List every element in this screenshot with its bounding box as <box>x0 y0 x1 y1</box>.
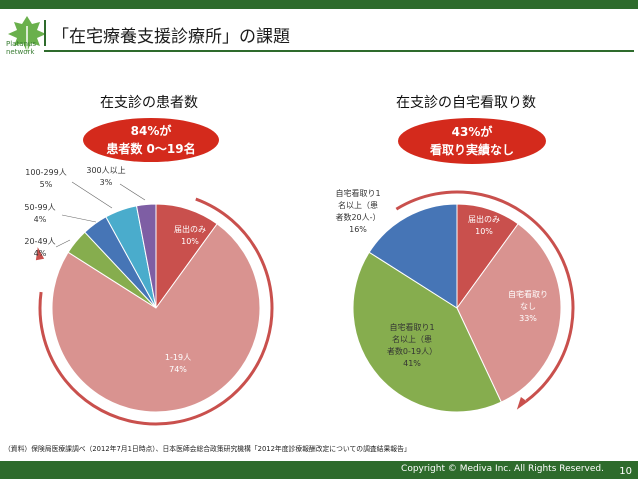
chart1-label-20-49: 20-49人 4% <box>24 237 55 258</box>
chart2-slice-2 <box>352 251 502 413</box>
logo-text: Platanus network <box>6 40 37 56</box>
chart1-badge-line1: 84%が <box>130 124 172 138</box>
copyright: Copyright © Mediva Inc. All Rights Reser… <box>401 464 604 474</box>
page-number: 10 <box>619 466 632 477</box>
chart2-cycle-arrow <box>395 190 575 403</box>
chart2-label-20plus: 自宅看取り1 名以上（患者数20人-） 16% <box>335 188 380 234</box>
chart2-badge-line1: 43%が <box>451 125 493 139</box>
title-divider <box>44 50 634 52</box>
chart1-label-todokede: 届出のみ 10% <box>174 224 206 246</box>
chart1-leader-line-1 <box>61 214 97 223</box>
chart2-badge: 43%が 看取り実績なし <box>398 118 546 164</box>
chart1-title: 在支診の患者数 <box>100 95 198 111</box>
chart1-leader-line-3 <box>119 183 146 201</box>
chart1-arrow-head <box>35 247 45 261</box>
footer-bar <box>0 461 638 479</box>
chart2-badge-line2: 看取り実績なし <box>429 143 514 157</box>
chart1-slice-5 <box>135 203 157 309</box>
chart1-cycle-arrow <box>38 197 274 426</box>
chart1-label-1-19: 1-19人 74% <box>165 353 191 374</box>
chart2-arrow-head <box>516 397 528 410</box>
chart2-label-none: 自宅看取りなし 33% <box>508 289 548 323</box>
chart1-label-50-99: 50-99人 4% <box>24 203 55 224</box>
top-bar <box>0 0 638 9</box>
chart2-slice-1 <box>456 223 562 403</box>
chart2-slice-3 <box>368 203 458 309</box>
chart2-label-todokede: 届出のみ 10% <box>468 214 500 236</box>
chart1-badge: 84%が 患者数 0〜19名 <box>83 118 219 162</box>
chart2-title: 在支診の自宅看取り数 <box>396 95 536 111</box>
chart1-label-300plus: 300人以上 3% <box>86 166 125 187</box>
page-title: 「在宅療養支援診療所」の課題 <box>52 27 290 47</box>
chart1-leader-line-0 <box>71 181 113 209</box>
source-note: （資料）保険局医療課調べ（2012年7月1日時点）、日本医師会総合政策研究機構「… <box>4 445 411 453</box>
chart1-badge-line2: 患者数 0〜19名 <box>106 142 196 156</box>
chart2-label-0-19: 自宅看取り1 名以上（患者数0-19人） 41% <box>387 322 437 368</box>
platanus-logo <box>4 14 50 62</box>
chart1-label-100-299: 100-299人 5% <box>25 168 66 189</box>
chart1-slice-1 <box>51 223 261 413</box>
chart1-leader-line-2 <box>55 239 71 248</box>
title-accent <box>44 20 46 46</box>
